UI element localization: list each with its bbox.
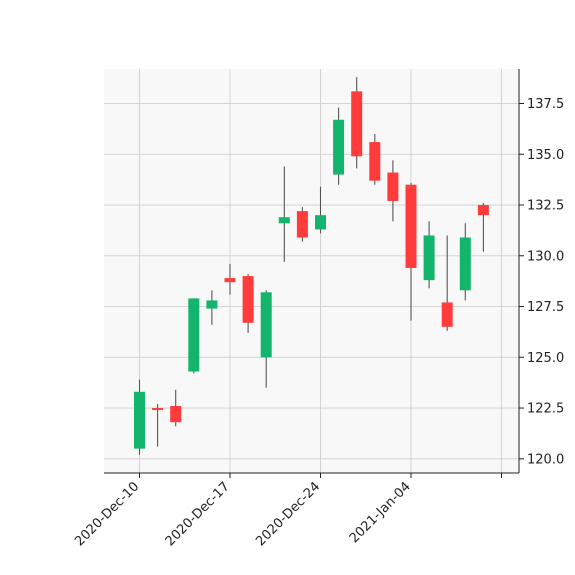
candle-body-up [188, 298, 200, 372]
candle-body-up [423, 235, 435, 281]
y-tick-label: 122.5 [527, 402, 564, 417]
candle-body-down [369, 142, 381, 181]
x-tick-labels: 2020-Dec-10 2020-Dec-17 2020-Dec-24 2021-Ja… [72, 479, 414, 549]
candle-body-up [206, 300, 218, 309]
y-tick-label: 137.5 [527, 97, 564, 112]
y-tick-label: 120.0 [527, 452, 564, 467]
grid-lines [104, 69, 519, 473]
candle-body-down [477, 205, 489, 216]
candle-body-up [134, 391, 145, 449]
x-tick-label: 2020-Dec-10 [72, 479, 142, 549]
y-tick-label: 127.5 [527, 300, 564, 315]
x-tick-label: 2020-Dec-24 [253, 479, 323, 549]
plot-background [104, 69, 519, 473]
candle-body-down [441, 302, 453, 327]
candle-body-up [315, 215, 326, 230]
y-tick-labels: 120.0 122.5 125.0 127.5 130.0 132.5 135.0 137.5 [527, 97, 564, 467]
candle-bodies [134, 91, 489, 449]
candle-body-down [351, 91, 363, 157]
y-tick-label: 135.0 [527, 148, 564, 163]
x-tick-label: 2021-Jan-04 [347, 479, 414, 546]
candle-body-up [333, 119, 345, 175]
candle-body-down [224, 278, 236, 283]
candle-body-down [296, 211, 308, 238]
candle-body-down [242, 276, 254, 323]
candle-body-up [260, 292, 272, 358]
candle-body-up [459, 237, 471, 291]
x-tick-label: 2020-Dec-17 [163, 479, 233, 549]
y-tick-label: 132.5 [527, 199, 564, 214]
candle-body-down [405, 184, 417, 268]
y-tick-label: 125.0 [527, 351, 564, 366]
axes [104, 69, 524, 478]
candle-body-down [170, 406, 182, 423]
candle-body-up [278, 217, 290, 224]
candle-body-down [152, 408, 164, 411]
candle-body-down [387, 172, 399, 201]
y-tick-label: 130.0 [527, 249, 564, 264]
